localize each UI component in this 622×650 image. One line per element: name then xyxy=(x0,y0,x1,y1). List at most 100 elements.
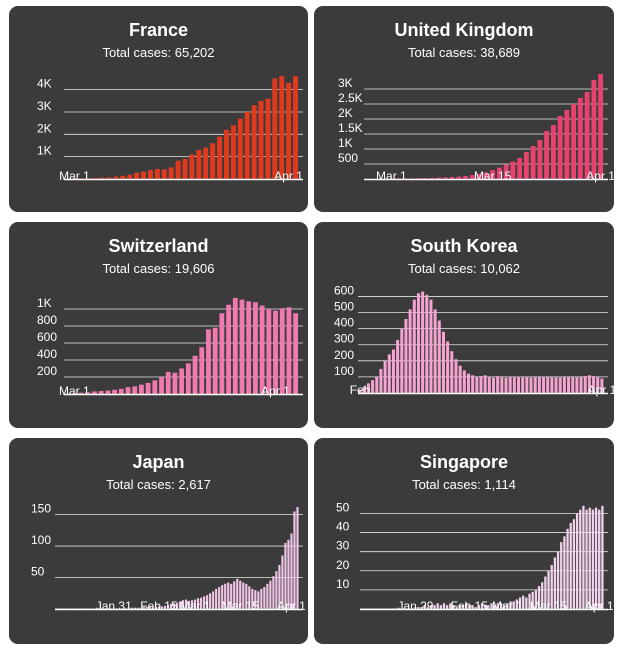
chart-subtitle: Total cases: 65,202 xyxy=(9,45,308,60)
bar xyxy=(575,377,579,393)
chart-title: France xyxy=(128,20,189,40)
bar xyxy=(92,178,98,179)
bar xyxy=(550,376,554,393)
x-tick-label: Mar 15 xyxy=(474,169,512,183)
bar xyxy=(400,328,404,393)
bar xyxy=(504,377,508,393)
x-tick-label: Jan 29 xyxy=(397,599,433,613)
bar xyxy=(483,172,489,179)
bar xyxy=(251,588,254,609)
x-tick-label: Feb 15 xyxy=(451,599,489,613)
bar xyxy=(218,586,221,609)
bar xyxy=(493,605,496,609)
bar xyxy=(239,299,245,394)
bar xyxy=(98,391,104,394)
bar xyxy=(429,299,433,393)
bar xyxy=(553,557,557,609)
bar xyxy=(395,178,401,179)
y-tick-label: 300 xyxy=(334,332,354,346)
y-tick-label: 400 xyxy=(334,316,354,330)
bar xyxy=(422,178,428,179)
bar xyxy=(244,111,250,179)
bar xyxy=(219,313,225,394)
bar xyxy=(476,173,482,179)
bar xyxy=(426,607,430,609)
bar xyxy=(550,125,556,179)
chart-panel-france: France Total cases: 65,202 1K 2K 3K 4K Mar 1… xyxy=(9,6,308,212)
x-tick-label: Mar 1 xyxy=(492,599,523,613)
bar xyxy=(417,607,420,609)
chart-title: South Korea xyxy=(410,236,518,256)
bar xyxy=(203,596,206,609)
bar xyxy=(212,327,218,394)
bar xyxy=(263,586,266,609)
x-tick-label: Apr 1 xyxy=(588,383,614,397)
bar xyxy=(182,158,188,179)
x-tick-label: Mar 1 xyxy=(180,599,211,613)
bar xyxy=(566,528,569,609)
x-tick-label: Apr 1 xyxy=(586,169,614,183)
bar xyxy=(375,376,379,393)
bar xyxy=(187,600,191,609)
bar xyxy=(366,608,370,609)
bar xyxy=(166,605,170,609)
total-cases-label: Total cases: xyxy=(106,477,175,492)
bar xyxy=(461,605,465,609)
x-tick-label: Feb xyxy=(350,383,371,397)
bar xyxy=(544,131,550,179)
y-tick-label: 150 xyxy=(31,502,51,516)
bar xyxy=(178,601,182,609)
bar xyxy=(362,386,366,393)
bar xyxy=(591,80,597,179)
bar xyxy=(197,598,200,609)
bar xyxy=(259,305,265,394)
x-tick-label: Jan 31 xyxy=(96,599,132,613)
bar xyxy=(499,603,503,609)
bar xyxy=(118,608,121,609)
bar xyxy=(433,605,436,609)
bar xyxy=(396,339,400,393)
bar xyxy=(579,376,583,393)
bar xyxy=(272,576,275,609)
y-tick-label: 3K xyxy=(338,76,353,90)
bar xyxy=(487,376,491,393)
bar xyxy=(523,152,529,179)
bar xyxy=(382,608,385,609)
bar xyxy=(544,576,547,609)
bar xyxy=(369,608,373,609)
bar xyxy=(88,608,91,609)
bar xyxy=(118,388,124,394)
bar-chart: 200 400 600 800 1K Mar 1 Apr 1 xyxy=(37,296,303,398)
bar xyxy=(541,582,544,609)
bar xyxy=(115,608,118,609)
bar xyxy=(233,581,236,609)
bar xyxy=(85,392,91,394)
bar xyxy=(136,607,139,609)
bar xyxy=(145,607,148,609)
bar xyxy=(579,509,582,609)
bar xyxy=(404,608,408,609)
y-tick-label: 100 xyxy=(334,364,354,378)
bar xyxy=(575,513,579,609)
bar-chart: 1K 2K 3K 4K Mar 1 Apr 1 xyxy=(37,76,303,183)
bar xyxy=(246,301,252,394)
total-cases-label: Total cases: xyxy=(102,45,172,60)
bar xyxy=(420,607,423,609)
bar xyxy=(130,607,133,609)
bar xyxy=(412,299,416,393)
bar xyxy=(567,376,571,393)
bar xyxy=(558,377,562,393)
total-cases-value: 38,689 xyxy=(480,45,521,60)
bar xyxy=(571,104,577,179)
y-tick-label: 1K xyxy=(338,136,353,150)
x-tick-label: Mar 1 xyxy=(59,384,90,398)
y-tick-label: 2.5K xyxy=(338,91,363,105)
bar xyxy=(592,376,596,393)
bar xyxy=(534,589,538,609)
bar xyxy=(192,355,198,394)
bar xyxy=(487,605,490,609)
y-tick-label: 1K xyxy=(37,296,52,310)
bar xyxy=(212,591,215,609)
bar xyxy=(184,599,188,609)
total-cases-label: Total cases: xyxy=(407,45,477,60)
